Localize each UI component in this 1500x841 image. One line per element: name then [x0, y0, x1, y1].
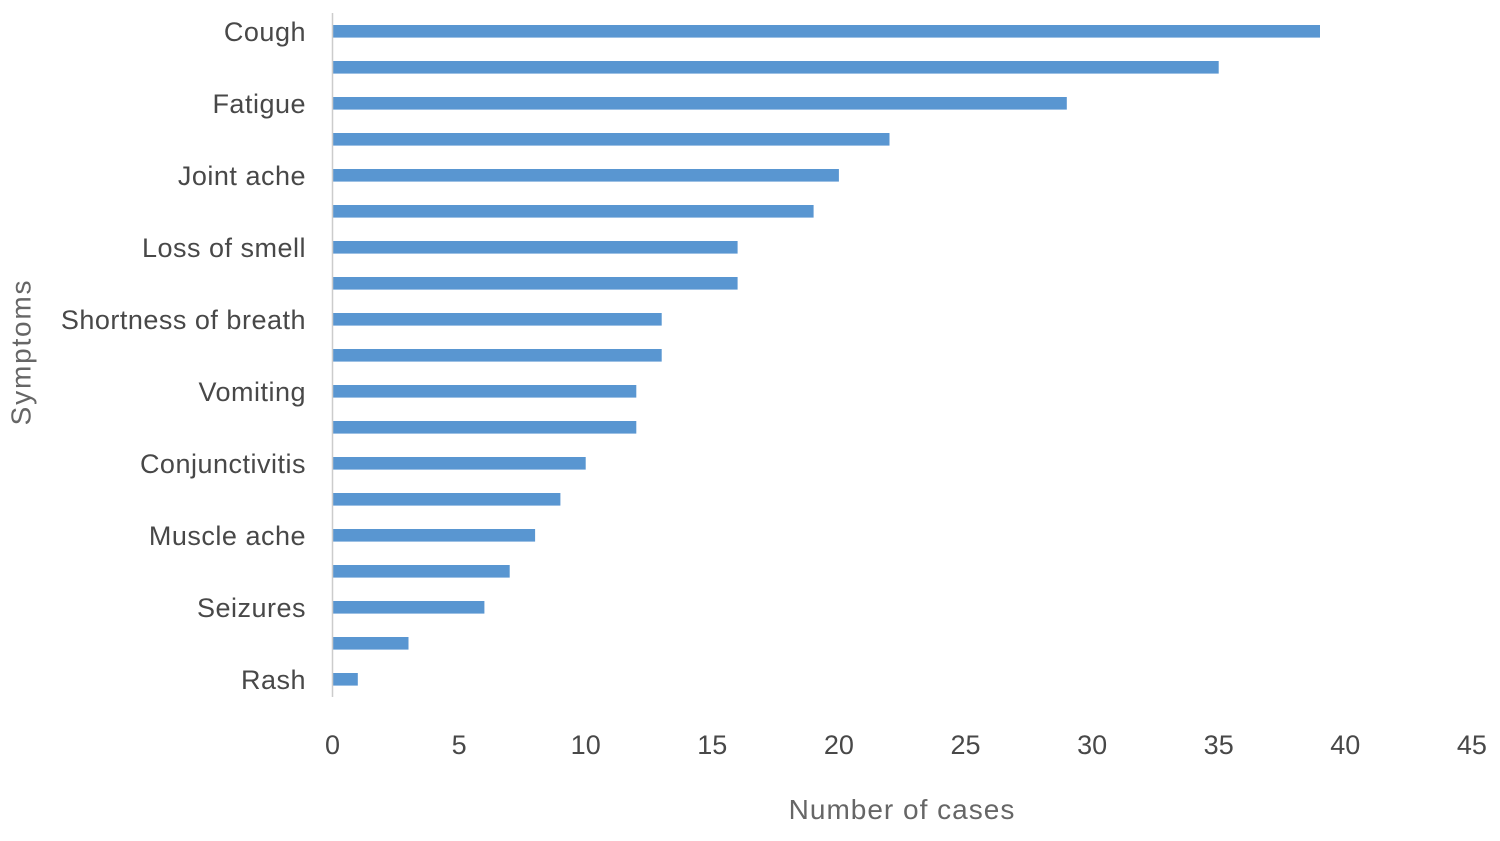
svg-text:35: 35 [1204, 730, 1234, 760]
svg-text:Seizures: Seizures [197, 593, 306, 623]
svg-text:20: 20 [824, 730, 854, 760]
svg-text:25: 25 [950, 730, 980, 760]
svg-text:30: 30 [1077, 730, 1107, 760]
svg-text:Rash: Rash [241, 665, 306, 695]
svg-text:10: 10 [571, 730, 601, 760]
svg-text:Conjunctivitis: Conjunctivitis [140, 449, 306, 479]
svg-text:Shortness of breath: Shortness of breath [61, 305, 306, 335]
svg-text:Symptoms: Symptoms [6, 279, 37, 426]
svg-text:40: 40 [1330, 730, 1360, 760]
svg-text:5: 5 [452, 730, 467, 760]
svg-text:Loss of smell: Loss of smell [142, 233, 306, 263]
svg-text:15: 15 [697, 730, 727, 760]
svg-text:0: 0 [325, 730, 340, 760]
svg-text:Muscle ache: Muscle ache [149, 521, 306, 551]
svg-text:Fatigue: Fatigue [212, 89, 306, 119]
svg-text:Vomiting: Vomiting [198, 377, 306, 407]
svg-text:Cough: Cough [224, 17, 306, 47]
svg-text:Joint ache: Joint ache [178, 161, 306, 191]
svg-text:Number of cases: Number of cases [789, 794, 1016, 825]
svg-text:45: 45 [1457, 730, 1487, 760]
